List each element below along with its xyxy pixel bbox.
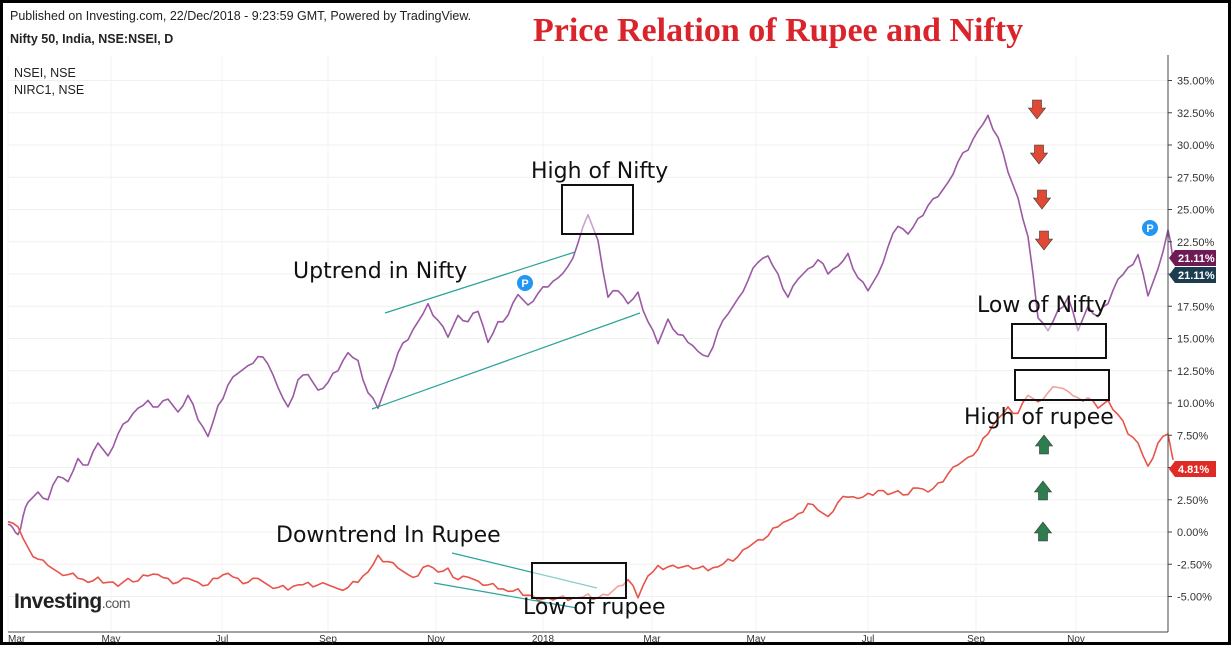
- down-arrow-icon: [1034, 230, 1054, 251]
- x-tick-label: Jul: [862, 634, 875, 645]
- rupee-trendline: [451, 552, 598, 589]
- investing-logo: Investing.com: [14, 590, 131, 614]
- y-tick-label: 17.50%: [1177, 301, 1215, 313]
- y-tick-label: 27.50%: [1177, 172, 1215, 184]
- y-tick-label: 32.50%: [1177, 108, 1215, 120]
- x-tick-label: 2018: [532, 634, 555, 645]
- event-marker-circle: [1142, 220, 1158, 236]
- up-arrow-icon-shape: [1034, 434, 1054, 455]
- x-tick-label: Sep: [967, 634, 985, 645]
- y-tick-label: 12.50%: [1177, 366, 1215, 378]
- rupee-value-badge: 4.81%: [1178, 464, 1209, 476]
- down-arrow-icon-shape: [1029, 144, 1049, 165]
- grid: [7, 56, 1168, 632]
- x-tick-label: May: [102, 634, 121, 645]
- logo-sub: .com: [101, 595, 131, 611]
- down-arrow-icon: [1029, 144, 1049, 165]
- y-tick-label: 10.00%: [1177, 398, 1215, 410]
- y-tick-label: 15.00%: [1177, 334, 1215, 346]
- event-marker-circle: [517, 275, 533, 291]
- up-arrow-icon-shape: [1033, 521, 1053, 542]
- chart-title: Price Relation of Rupee and Nifty: [533, 12, 1024, 49]
- y-tick-label: 2.50%: [1177, 495, 1208, 507]
- rupee-value-badge-bg: [1169, 461, 1216, 477]
- x-tick-label: Mar: [643, 634, 661, 645]
- y-tick-label: 35.00%: [1177, 76, 1215, 88]
- annotation-high-rupee: High of rupee: [964, 405, 1114, 430]
- legend-item-nirc1: NIRC1, NSE: [14, 83, 85, 97]
- x-tick-label: Jul: [216, 634, 229, 645]
- up-arrow-icon: [1034, 434, 1054, 455]
- low-rupee-box: [531, 562, 627, 599]
- symbol-label: Nifty 50, India, NSE:NSEI, D: [10, 32, 174, 46]
- up-arrow-icon: [1033, 480, 1053, 501]
- y-tick-label: 22.50%: [1177, 237, 1215, 249]
- y-tick-label: 25.00%: [1177, 205, 1215, 217]
- nifty-trendline: [371, 312, 641, 410]
- annotation-low-nifty: Low of Nifty: [977, 293, 1107, 318]
- y-tick-label: 7.50%: [1177, 430, 1208, 442]
- rupee-series-line: [7, 386, 1174, 602]
- nifty-value-badge: 21.11%: [1178, 253, 1215, 265]
- down-arrow-icon-shape: [1027, 99, 1047, 120]
- up-arrow-icon-shape: [1033, 480, 1053, 501]
- nifty-series-line: [7, 114, 1174, 536]
- down-arrow-icon-shape: [1034, 230, 1054, 251]
- down-arrow-icon-shape: [1032, 189, 1052, 210]
- series-layer: [7, 114, 1174, 602]
- y-tick-label: 30.00%: [1177, 140, 1215, 152]
- down-arrow-icon: [1027, 99, 1047, 120]
- logo-main: Investing: [14, 590, 102, 613]
- x-tick-label: May: [747, 634, 766, 645]
- low-nifty-box: [1011, 323, 1107, 359]
- x-tick-label: Sep: [319, 634, 337, 645]
- event-marker-label: P: [521, 278, 528, 290]
- y-tick-label: -5.00%: [1177, 592, 1212, 604]
- x-tick-label: Nov: [427, 634, 445, 645]
- down-arrow-icon: [1032, 189, 1052, 210]
- up-arrow-icon: [1033, 521, 1053, 542]
- high-rupee-box: [1014, 369, 1110, 401]
- nifty-close-badge-bg: [1169, 267, 1216, 283]
- published-note: Published on Investing.com, 22/Dec/2018 …: [10, 9, 472, 23]
- nifty-value-badge-bg: [1169, 250, 1216, 266]
- axes: 35.00%32.50%30.00%27.50%25.00%22.50%20.0…: [8, 55, 1216, 645]
- annotation-high-nifty: High of Nifty: [531, 159, 668, 184]
- rupee-trendline: [433, 582, 578, 609]
- nifty-close-badge: 21.11%: [1178, 270, 1215, 282]
- annotation-downtrend-rupee: Downtrend In Rupee: [276, 523, 501, 548]
- overlays: P P High of Nifty Uptrend in Nifty Low of Ni…: [276, 99, 1158, 620]
- y-tick-label: -2.50%: [1177, 559, 1212, 571]
- event-marker-label: P: [1146, 223, 1153, 235]
- annotation-uptrend-nifty: Uptrend in Nifty: [293, 259, 467, 284]
- y-tick-label: 0.00%: [1177, 527, 1208, 539]
- x-tick-label: Mar: [8, 634, 26, 645]
- x-tick-label: Nov: [1067, 634, 1085, 645]
- legend-item-nsei: NSEI, NSE: [14, 66, 76, 80]
- high-nifty-box: [561, 184, 634, 235]
- annotation-low-rupee: Low of rupee: [523, 595, 666, 620]
- nifty-trendline: [384, 251, 576, 314]
